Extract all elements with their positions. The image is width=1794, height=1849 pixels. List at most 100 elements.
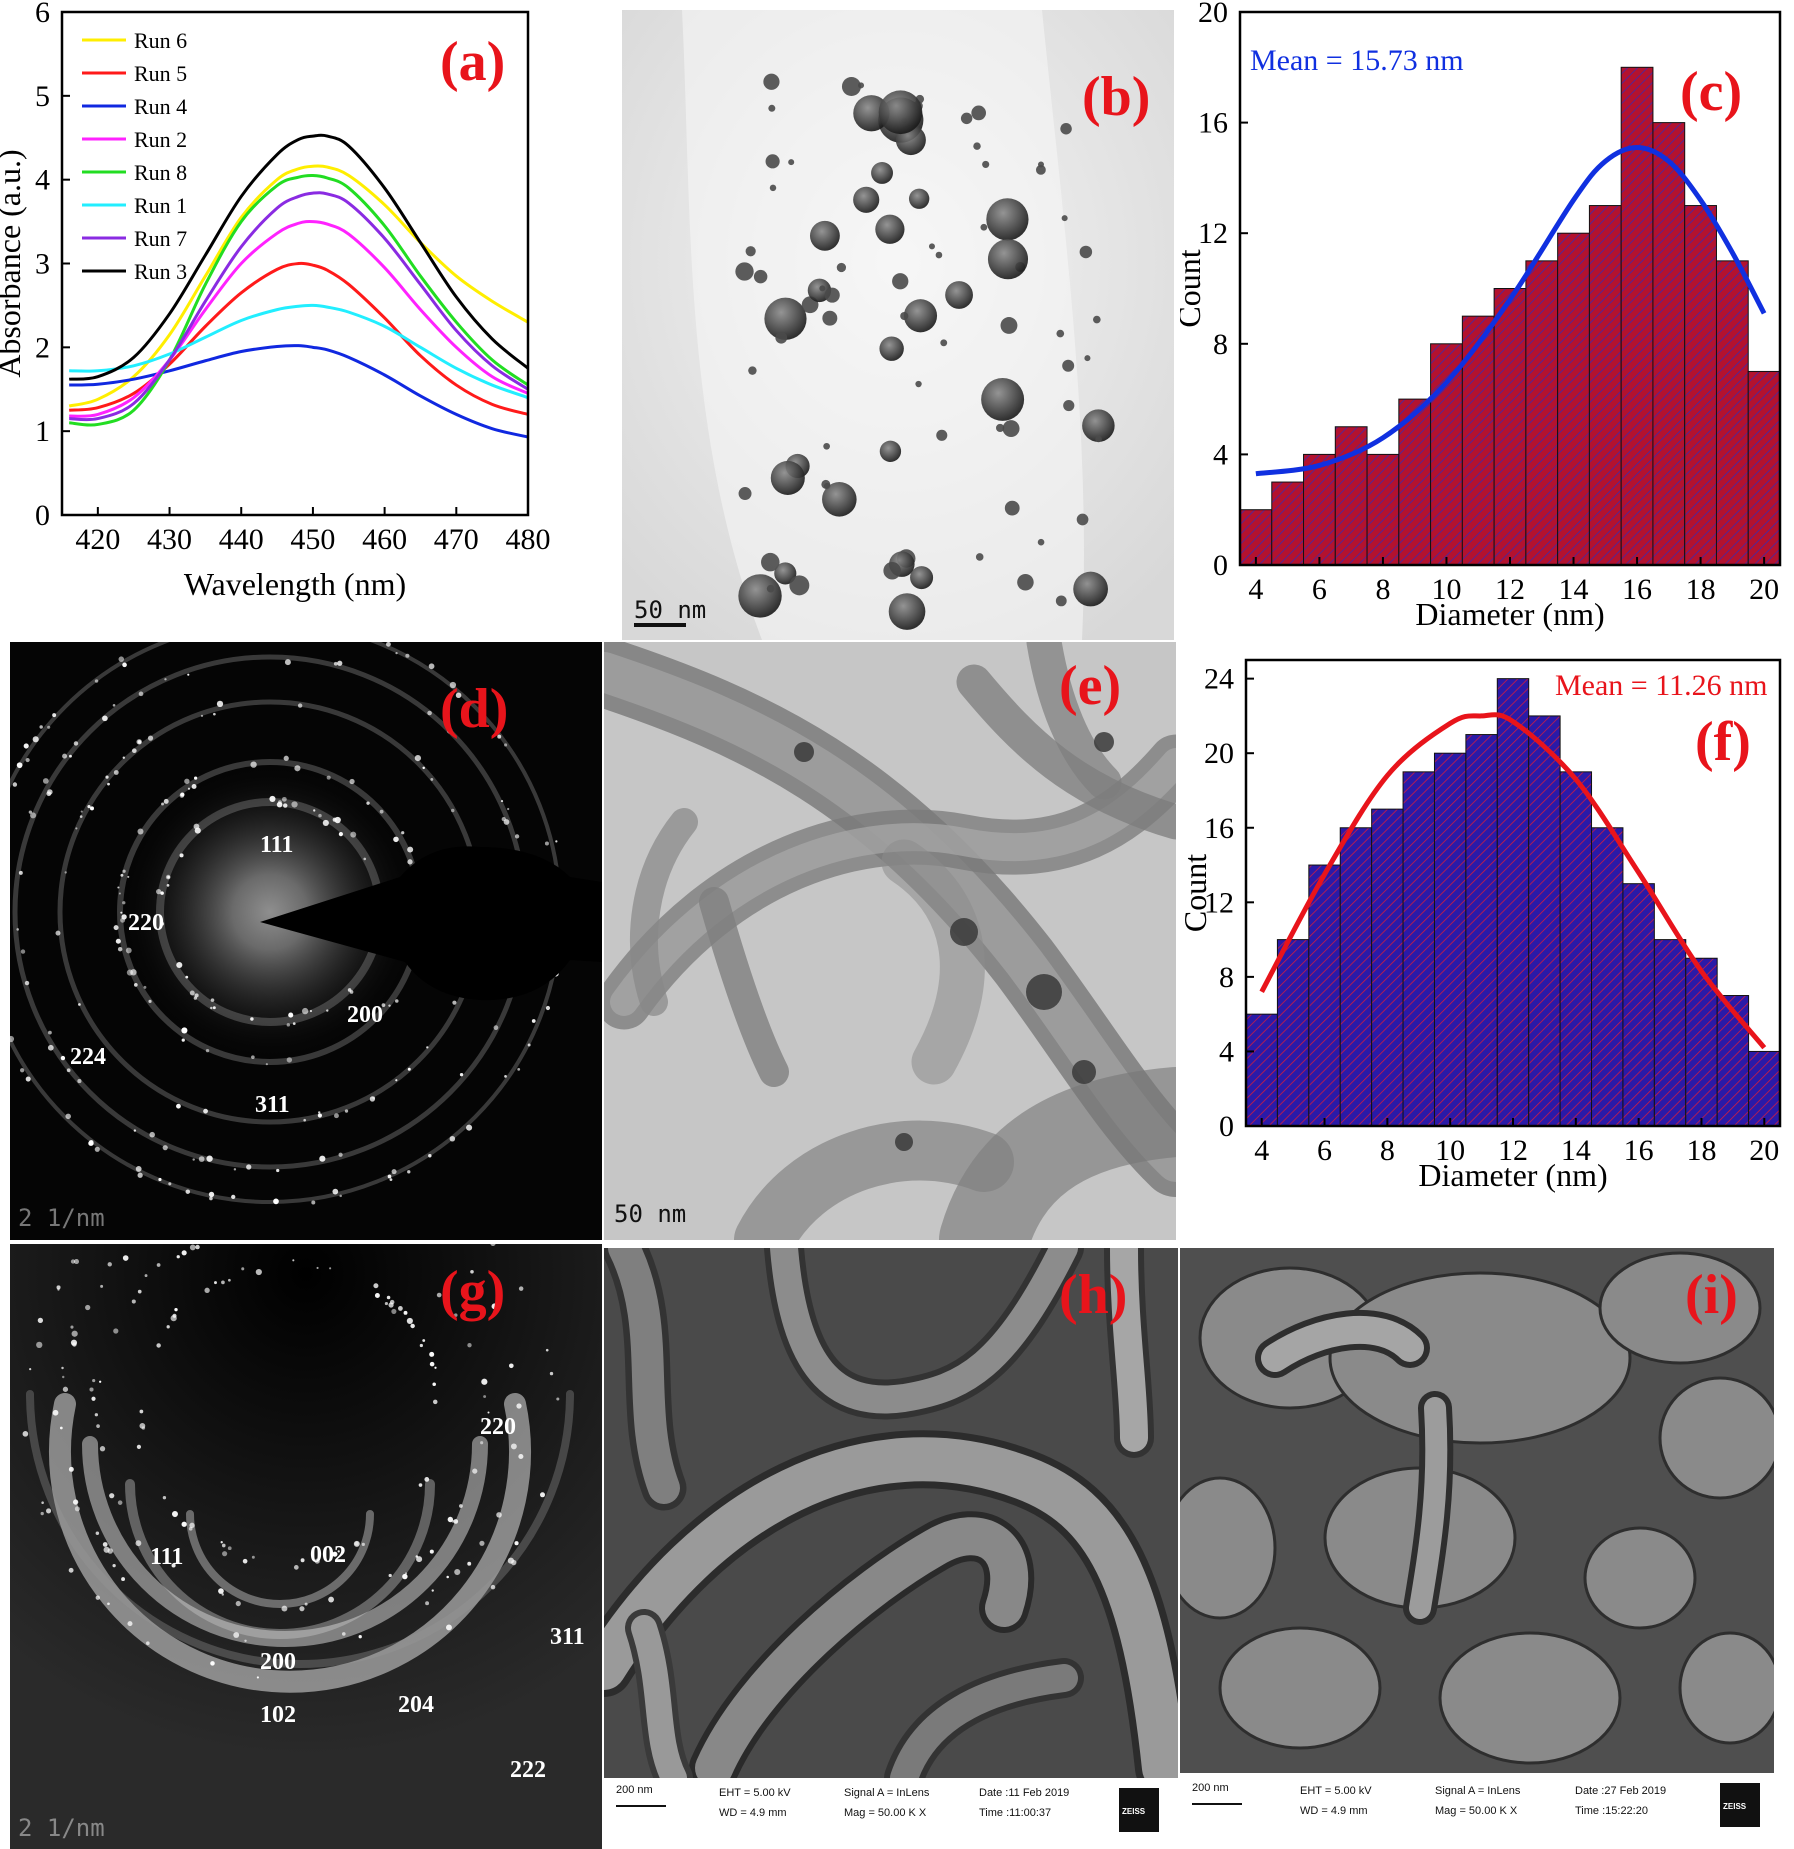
diffraction-spot	[205, 1048, 210, 1053]
y-axis-title: Count	[1180, 249, 1207, 327]
nanoparticle	[809, 220, 840, 251]
x-tick-label: 440	[219, 523, 264, 556]
x-tick-label: 6	[1317, 1134, 1332, 1167]
nanoparticle	[788, 159, 795, 166]
x-tick-label: 10	[1435, 1134, 1465, 1167]
diffraction-spot	[479, 1540, 485, 1546]
hkl-002: 002	[310, 1542, 346, 1568]
diffraction-spot	[19, 1068, 25, 1073]
nanoparticle	[1037, 538, 1045, 546]
diffraction-spot	[338, 1152, 343, 1157]
y-tick-label: 2	[35, 331, 50, 364]
y-tick-label: 16	[1204, 812, 1234, 845]
diffraction-spot	[139, 1422, 146, 1429]
diffraction-spot	[241, 1267, 245, 1271]
diffraction-spot	[447, 1516, 454, 1523]
diffraction-spot	[25, 757, 30, 763]
y-tick-label: 24	[1204, 663, 1234, 696]
diffraction-spot	[113, 1328, 119, 1334]
histogram-bar	[1557, 232, 1590, 566]
diffraction-spot	[314, 1558, 320, 1564]
diffraction-spot	[73, 741, 79, 746]
diffraction-spot	[156, 1263, 161, 1267]
diffraction-spot	[118, 656, 125, 662]
diffraction-spot	[147, 735, 154, 741]
diffraction-spot	[445, 1624, 452, 1631]
diffraction-spot	[158, 1177, 162, 1182]
diffraction-spot	[47, 725, 51, 729]
histogram-bar	[1430, 343, 1463, 566]
zeiss-logo-text: ZEISS	[1122, 1807, 1146, 1816]
nanoparticle	[822, 310, 838, 326]
diffraction-spot	[276, 1168, 280, 1173]
diffraction-spot	[389, 1299, 395, 1305]
saed-pattern-g: 220 111 002 311 200 204 102 222 2 1/nm (…	[10, 1244, 602, 1849]
nanoparticle	[1035, 164, 1046, 175]
nanoparticle	[1062, 359, 1075, 372]
diffraction-spot	[504, 743, 508, 747]
sem-scale-label: 200 nm	[1192, 1782, 1229, 1794]
y-axis-title: Absorbance (a.u.)	[0, 149, 27, 377]
legend-label: Run 5	[134, 61, 187, 86]
diffraction-spot	[389, 1178, 393, 1182]
x-tick-label: 8	[1375, 573, 1390, 606]
diffraction-spot	[28, 810, 33, 814]
histogram-bar	[1715, 260, 1749, 566]
diffraction-spot	[341, 1632, 346, 1636]
diffraction-spot	[136, 1444, 142, 1449]
diffraction-spot	[453, 1519, 459, 1524]
diffraction-spot	[429, 1361, 435, 1367]
diffraction-spot	[148, 999, 152, 1003]
diffraction-spot	[94, 1413, 98, 1417]
nanoparticle	[908, 188, 930, 209]
nanoparticle	[936, 429, 948, 441]
gaussian-fit-curve	[1259, 712, 1767, 1050]
diffraction-spot	[391, 1308, 397, 1314]
diffraction-spot	[251, 1555, 255, 1559]
diffraction-spot	[102, 715, 108, 722]
hkl-204: 204	[398, 1692, 434, 1718]
diffraction-spot	[418, 1483, 423, 1487]
histogram-bar	[1245, 1013, 1278, 1127]
histogram-bar	[1308, 864, 1341, 1127]
diffraction-spot	[188, 1526, 193, 1531]
diffraction-spot	[107, 1602, 110, 1606]
diffraction-spot	[313, 809, 316, 812]
nanoparticle	[940, 339, 948, 347]
nanoparticle	[1002, 420, 1020, 438]
diffraction-spot	[322, 819, 329, 827]
diffraction-spot	[455, 692, 462, 699]
diffraction-spot	[221, 1280, 225, 1285]
diffraction-spot	[135, 1540, 142, 1547]
diffraction-spot	[388, 1004, 391, 1007]
histogram-bar	[1334, 426, 1368, 566]
nanoparticle	[766, 584, 775, 593]
histogram-bars	[1239, 66, 1781, 566]
scale-bar-label: 50 nm	[634, 596, 706, 624]
diffraction-spot	[117, 1500, 123, 1505]
diffraction-spot	[452, 1000, 457, 1005]
diffraction-spot	[317, 1113, 323, 1118]
diffraction-spot	[91, 1396, 96, 1401]
nanoparticle	[853, 186, 880, 213]
diffraction-spot	[89, 1387, 94, 1392]
diffraction-spot	[276, 801, 283, 808]
y-axis-title: Count	[1180, 854, 1213, 932]
sem-eht: EHT = 5.00 kV	[719, 1787, 791, 1799]
diffraction-spot	[518, 1286, 524, 1291]
diffraction-spot	[162, 1496, 167, 1500]
diffraction-spot	[235, 1600, 241, 1607]
diffraction-spot	[40, 1511, 44, 1516]
diffraction-spot	[94, 679, 99, 683]
diffraction-spot	[451, 808, 455, 813]
diffraction-spot	[52, 713, 57, 718]
nanoparticle	[915, 380, 922, 388]
diffraction-spot	[181, 1027, 188, 1034]
histogram-bar	[1271, 481, 1305, 566]
panel-g: 220 111 002 311 200 204 102 222 2 1/nm (…	[10, 1244, 602, 1849]
diffraction-spot	[273, 1198, 279, 1205]
sem-image-h: 200 nm EHT = 5.00 kV WD = 4.9 mm Signal …	[604, 1248, 1178, 1849]
diffraction-spot	[303, 1118, 306, 1122]
diffraction-spot	[233, 1632, 240, 1638]
